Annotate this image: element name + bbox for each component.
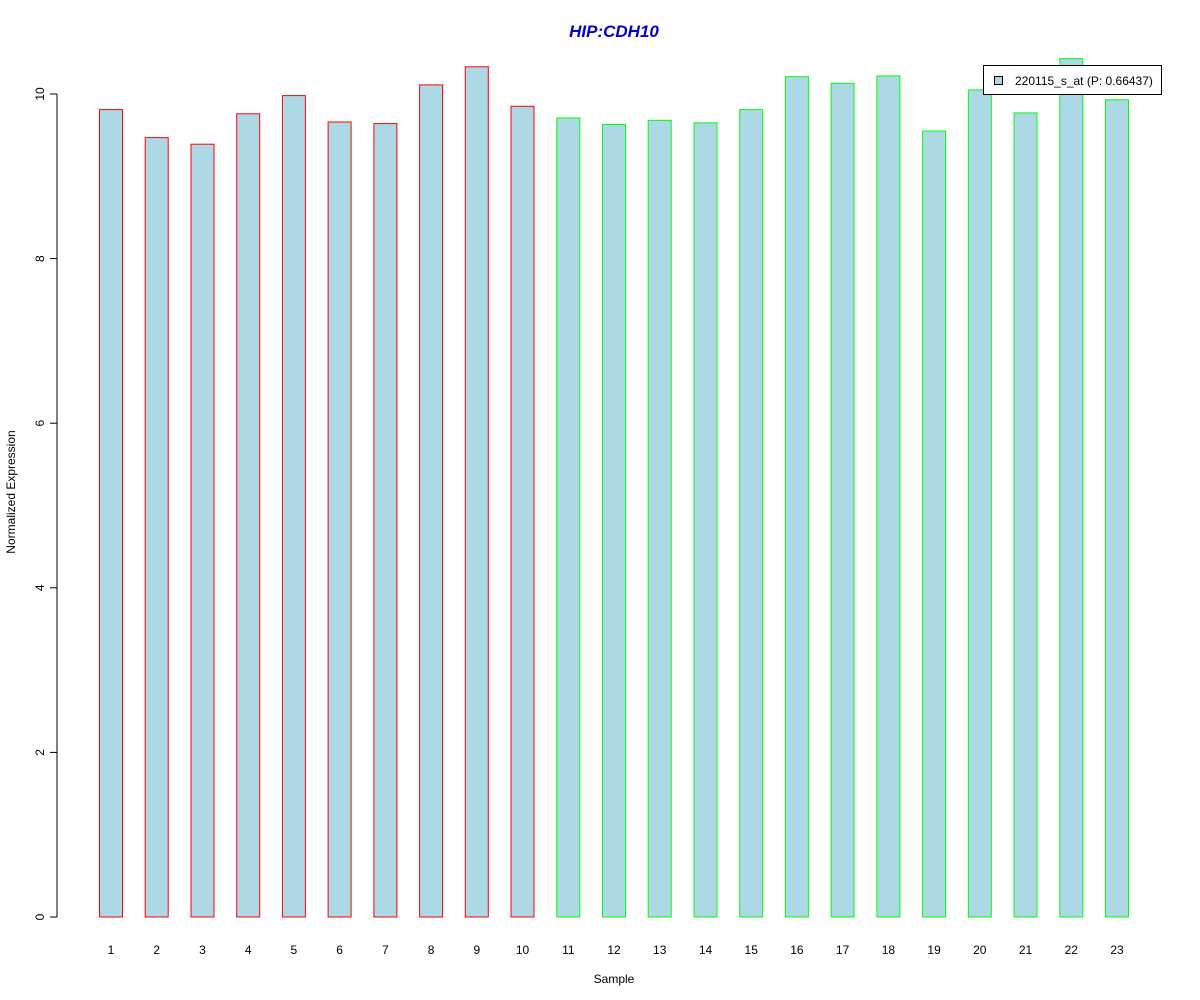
y-tick-label: 10 xyxy=(33,87,47,101)
bar-sample-2 xyxy=(144,137,169,918)
bar-sample-10 xyxy=(510,105,535,918)
bar-sample-19 xyxy=(922,130,947,918)
x-tick-labels: 1 2 3 4 5 6 7 8 9 10 11 12 13 14 15 16 17 18 19 20 21 22 23 xyxy=(108,943,1124,957)
x-tick-label: 12 xyxy=(607,943,621,957)
x-tick-label: 21 xyxy=(1019,943,1033,957)
bar-sample-8 xyxy=(419,84,444,918)
legend: 220115_s_at (P: 0.66437) xyxy=(983,65,1162,95)
bar-sample-20 xyxy=(967,89,992,918)
x-tick-label: 13 xyxy=(653,943,667,957)
bar-sample-23 xyxy=(1105,99,1129,918)
bar-sample-4 xyxy=(236,113,261,918)
y-tick-label: 8 xyxy=(33,255,47,262)
legend-swatch xyxy=(994,76,1003,85)
bar-sample-17 xyxy=(830,82,855,918)
x-tick-label: 5 xyxy=(291,943,298,957)
legend-label: 220115_s_at (P: 0.66437) xyxy=(1015,74,1153,88)
y-axis-label: Normalized Expression xyxy=(4,430,18,553)
y-axis: 0 2 4 6 8 10 xyxy=(33,87,58,920)
bar-sample-11 xyxy=(556,117,581,918)
bar-sample-3 xyxy=(190,143,215,918)
bar-sample-16 xyxy=(784,76,809,918)
x-tick-label: 20 xyxy=(973,943,987,957)
x-tick-label: 19 xyxy=(927,943,941,957)
x-tick-label: 4 xyxy=(245,943,252,957)
x-tick-label: 7 xyxy=(382,943,389,957)
x-tick-label: 14 xyxy=(699,943,713,957)
x-tick-label: 10 xyxy=(516,943,530,957)
x-tick-label: 15 xyxy=(745,943,759,957)
x-tick-label: 9 xyxy=(473,943,480,957)
x-tick-label: 2 xyxy=(153,943,160,957)
x-tick-label: 23 xyxy=(1110,943,1124,957)
x-tick-label: 3 xyxy=(199,943,206,957)
bar-sample-1 xyxy=(99,109,123,918)
bar-sample-6 xyxy=(327,121,352,918)
bar-sample-14 xyxy=(693,122,718,918)
bars-group xyxy=(99,58,1129,918)
bar-sample-22 xyxy=(1059,58,1084,918)
x-tick-label: 18 xyxy=(882,943,896,957)
chart-title: HIP:CDH10 xyxy=(569,22,659,41)
bar-sample-15 xyxy=(739,109,764,918)
y-tick-label: 4 xyxy=(33,584,47,591)
bar-sample-18 xyxy=(876,75,901,918)
bar-sample-12 xyxy=(602,124,626,918)
x-tick-label: 8 xyxy=(428,943,435,957)
bar-sample-5 xyxy=(281,95,306,918)
bar-sample-7 xyxy=(373,123,398,918)
bar-sample-9 xyxy=(464,66,489,918)
bar-sample-13 xyxy=(647,119,672,918)
x-tick-label: 1 xyxy=(108,943,115,957)
x-tick-label: 22 xyxy=(1065,943,1079,957)
x-axis-label: Sample xyxy=(594,972,635,986)
x-tick-label: 17 xyxy=(836,943,850,957)
y-tick-label: 6 xyxy=(33,420,47,427)
x-tick-label: 11 xyxy=(562,943,575,957)
x-tick-label: 16 xyxy=(790,943,804,957)
bar-sample-21 xyxy=(1013,112,1038,918)
y-tick-label: 0 xyxy=(33,913,47,920)
y-tick-label: 2 xyxy=(33,749,47,756)
x-tick-label: 6 xyxy=(336,943,343,957)
